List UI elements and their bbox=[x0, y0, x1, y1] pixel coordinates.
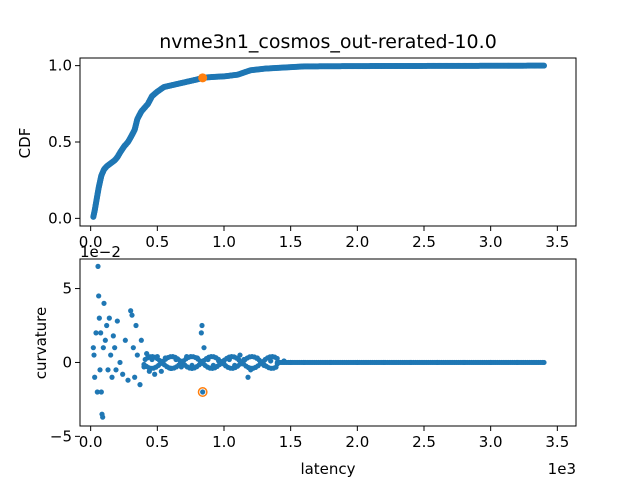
top-x-tick-label: 3.5 bbox=[545, 233, 569, 251]
top-x-tick-label: 0.5 bbox=[145, 233, 169, 251]
bottom-data-point bbox=[106, 315, 112, 321]
bottom-data-point bbox=[93, 330, 99, 336]
bottom-data-point bbox=[101, 300, 107, 306]
top-plot-frame bbox=[79, 57, 577, 227]
bottom-x-tick-label: 3.5 bbox=[545, 433, 569, 451]
bottom-data-point bbox=[96, 293, 102, 299]
bottom-data-point bbox=[108, 352, 114, 358]
bottom-data-point bbox=[122, 337, 128, 343]
bottom-data-point bbox=[138, 337, 144, 343]
bottom-data-point bbox=[104, 322, 110, 329]
bottom-data-point bbox=[90, 345, 96, 351]
bottom-data-point bbox=[91, 352, 97, 358]
bottom-data-point bbox=[128, 308, 134, 314]
top-y-tick-label: 1.0 bbox=[48, 57, 72, 75]
bottom-x-offset-label: 1e3 bbox=[548, 460, 576, 478]
bottom-x-tick-label: 2.5 bbox=[412, 433, 436, 451]
top-x-tick-label: 3.0 bbox=[479, 233, 503, 251]
bottom-data-point bbox=[97, 367, 103, 373]
bottom-data-point bbox=[113, 367, 119, 373]
bottom-data-point bbox=[199, 322, 205, 329]
top-plot-border bbox=[79, 57, 577, 227]
top-x-tick-label: 2.0 bbox=[345, 233, 369, 251]
bottom-data-point bbox=[158, 368, 164, 374]
bottom-data-point bbox=[95, 263, 101, 269]
top-x-tick-label: 2.5 bbox=[412, 233, 436, 251]
bottom-y-offset-label: 1e−2 bbox=[80, 243, 121, 261]
bottom-plot-border bbox=[79, 258, 577, 427]
top-data-point bbox=[541, 62, 547, 69]
top-y-tick-label: 0.0 bbox=[48, 209, 72, 227]
bottom-y-tick-label: −5 bbox=[50, 427, 72, 445]
bottom-data-point bbox=[200, 389, 206, 395]
bottom-x-tick-label: 1.0 bbox=[212, 433, 236, 451]
bottom-data-point bbox=[137, 382, 143, 388]
bottom-data-point bbox=[132, 374, 138, 380]
top-chart-title: nvme3n1_cosmos_out-rerated-10.0 bbox=[159, 31, 497, 53]
bottom-data-point bbox=[100, 414, 106, 420]
bottom-data-point bbox=[539, 359, 546, 366]
bottom-x-tick-label: 0.5 bbox=[145, 433, 169, 451]
bottom-data-point bbox=[109, 374, 115, 380]
top-x-tick-label: 0.0 bbox=[79, 233, 103, 251]
top-y-tick-label: 0.5 bbox=[48, 133, 72, 151]
bottom-data-point bbox=[237, 352, 243, 358]
bottom-data-point bbox=[110, 333, 116, 339]
bottom-plot-frame bbox=[79, 258, 577, 427]
bottom-data-point bbox=[201, 345, 207, 351]
bottom-y-axis-label: curvature bbox=[32, 307, 50, 379]
bottom-y-tick-label: 5 bbox=[62, 280, 72, 298]
bottom-x-tick-label: 0.0 bbox=[79, 433, 103, 451]
bottom-curvature-plot: 0.0 0.5 1.0 1.5 2.0 2.5 3.0 3.5 −5 0 5 bbox=[50, 258, 577, 451]
bottom-data-point bbox=[144, 350, 150, 357]
bottom-x-tick-label: 2.0 bbox=[345, 433, 369, 451]
bottom-data-point bbox=[245, 374, 251, 380]
bottom-data-point bbox=[129, 312, 135, 318]
bottom-data-point bbox=[274, 355, 280, 362]
bottom-data-point bbox=[102, 337, 108, 343]
bottom-data-point bbox=[198, 330, 204, 336]
bottom-data-point bbox=[98, 330, 104, 336]
bottom-y-tick-label: 0 bbox=[62, 353, 72, 371]
bottom-data-point bbox=[117, 359, 123, 366]
bottom-data-point bbox=[125, 377, 131, 383]
bottom-data-point bbox=[100, 345, 106, 351]
top-cdf-plot: 0.0 0.5 1.0 1.5 2.0 2.5 3.0 3.5 0.0 0.5 1.0 bbox=[48, 57, 577, 251]
bottom-data-point bbox=[105, 367, 111, 373]
bottom-highlight-point bbox=[197, 387, 208, 397]
bottom-data-point bbox=[273, 364, 279, 370]
bottom-data-point bbox=[130, 345, 136, 351]
bottom-x-tick-label: 1.5 bbox=[279, 433, 303, 451]
bottom-data-point bbox=[152, 371, 158, 377]
bottom-data-point bbox=[98, 389, 104, 395]
bottom-x-tick-label: 3.0 bbox=[479, 433, 503, 451]
bottom-data-point bbox=[92, 374, 98, 380]
bottom-x-axis-label: latency bbox=[300, 460, 355, 478]
bottom-data-point bbox=[112, 345, 118, 351]
top-y-axis-label: CDF bbox=[16, 128, 34, 159]
bottom-data-point bbox=[96, 315, 102, 321]
top-x-tick-label: 1.0 bbox=[212, 233, 236, 251]
bottom-data-point bbox=[94, 389, 100, 395]
bottom-data-point bbox=[120, 371, 126, 377]
top-x-tick-label: 1.5 bbox=[279, 233, 303, 251]
bottom-data-point bbox=[134, 352, 140, 358]
bottom-data-point bbox=[133, 322, 139, 329]
bottom-data-point bbox=[114, 318, 120, 324]
top-highlight-point bbox=[198, 73, 208, 83]
